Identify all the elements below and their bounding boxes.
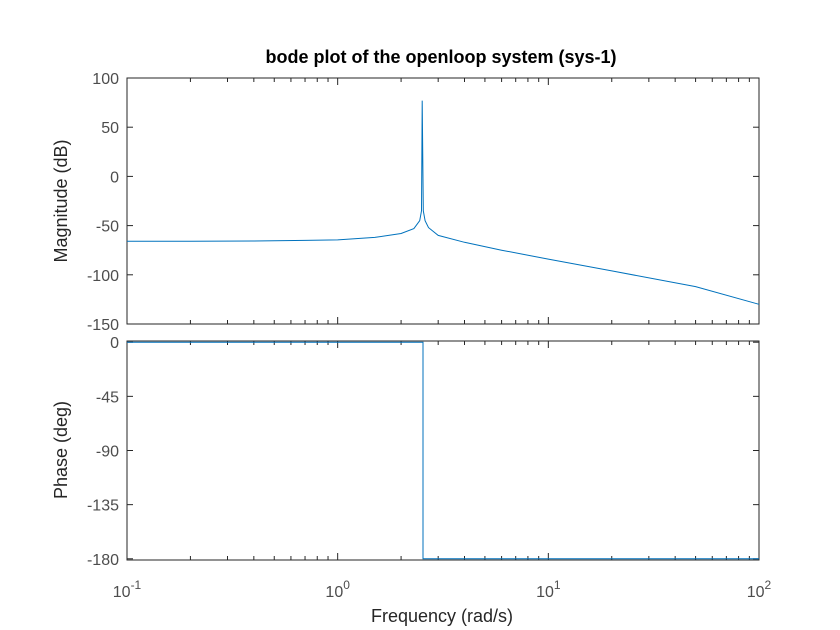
magnitude-y-tick-label: 100 bbox=[92, 71, 119, 88]
phase-y-axis-label: Phase (deg) bbox=[51, 401, 71, 499]
magnitude-series bbox=[127, 100, 760, 305]
magnitude-y-tick-label: 50 bbox=[101, 120, 119, 137]
phase-plot-area bbox=[126, 340, 760, 561]
magnitude-series-line bbox=[127, 100, 760, 305]
x-tick-exponent: 0 bbox=[343, 578, 350, 592]
x-tick-exponent: -1 bbox=[131, 578, 142, 592]
magnitude-plot-area bbox=[126, 77, 760, 325]
magnitude-y-ticks: 100 50 0 -50 -100 -150 bbox=[87, 71, 759, 334]
phase-y-tick-label: -135 bbox=[87, 498, 119, 515]
x-tick-exponent: 2 bbox=[765, 578, 772, 592]
magnitude-y-tick-label: -150 bbox=[87, 317, 119, 334]
x-tick-label: 101 bbox=[536, 578, 561, 601]
phase-axes: 0-45-90-135-180 10-1 100 101 102 Phase (deg… bbox=[51, 335, 772, 601]
x-tick-label: 102 bbox=[747, 578, 772, 601]
chart-title: bode plot of the openloop system (sys-1) bbox=[265, 47, 616, 67]
x-tick-base: 10 bbox=[113, 584, 131, 601]
magnitude-axes: 100 50 0 -50 -100 -150 Magnitude (dB) bbox=[51, 71, 760, 334]
x-axis-label: Frequency (rad/s) bbox=[371, 606, 513, 626]
x-tick-label: 100 bbox=[325, 578, 350, 601]
phase-series bbox=[127, 341, 759, 560]
x-tick-label: 10-1 bbox=[113, 578, 142, 601]
phase-y-tick-label: -45 bbox=[96, 389, 119, 406]
phase-y-tick-label: -180 bbox=[87, 552, 119, 569]
x-tick-base: 10 bbox=[325, 584, 343, 601]
x-tick-base: 10 bbox=[747, 584, 765, 601]
magnitude-y-tick-label: 0 bbox=[110, 169, 119, 186]
x-tick-base: 10 bbox=[536, 584, 554, 601]
phase-x-ticks: 10-1 100 101 102 bbox=[113, 341, 772, 601]
phase-series-line bbox=[127, 341, 759, 560]
phase-y-tick-label: -90 bbox=[96, 444, 119, 461]
magnitude-y-tick-label: -50 bbox=[96, 219, 119, 236]
magnitude-y-axis-label: Magnitude (dB) bbox=[51, 139, 71, 262]
phase-y-ticks: 0 -45 -90 -135 -180 bbox=[87, 335, 759, 569]
x-tick-exponent: 1 bbox=[554, 578, 561, 592]
magnitude-y-tick-label: -100 bbox=[87, 268, 119, 285]
magnitude-x-ticks bbox=[126, 78, 760, 324]
phase-y-tick-label: 0 bbox=[110, 335, 119, 352]
